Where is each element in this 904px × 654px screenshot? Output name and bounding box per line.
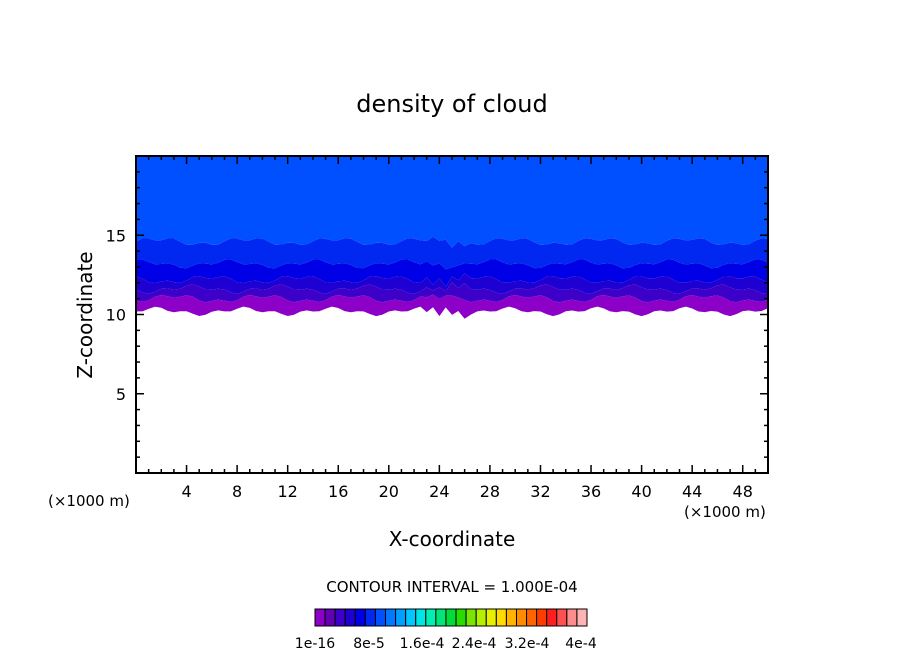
x-tick-label: 4 (181, 482, 191, 501)
colorbar-label: 3.2e-4 (505, 636, 550, 652)
x-tick-label: 20 (379, 482, 399, 501)
y-tick-label: 5 (116, 385, 126, 404)
x-tick-label: 48 (733, 482, 753, 501)
y-tick-label: 10 (106, 306, 126, 325)
colorbar-swatch (576, 608, 588, 627)
colorbar-swatch (415, 608, 427, 627)
y-axis-label: Z-coordinate (73, 251, 97, 378)
cloud-layer-0 (136, 156, 768, 248)
colorbar-label: 4e-4 (565, 636, 597, 652)
x-axis-label: X-coordinate (389, 527, 516, 551)
colorbar (314, 608, 588, 627)
x-unit-left: (×1000 m) (48, 492, 130, 510)
x-tick-label: 12 (278, 482, 298, 501)
x-tick-label: 28 (480, 482, 500, 501)
colorbar-swatch (324, 608, 336, 627)
colorbar-label: 8e-5 (353, 636, 384, 652)
colorbar-swatch (556, 608, 568, 627)
colorbar-swatch (395, 608, 407, 627)
colorbar-swatch (445, 608, 457, 627)
plot-area (136, 156, 768, 319)
x-tick-label: 8 (232, 482, 242, 501)
x-tick-label: 44 (682, 482, 702, 501)
colorbar-label: 2.4e-4 (452, 636, 497, 652)
cloud-layer-4 (136, 282, 768, 303)
chart-title: density of cloud (356, 90, 547, 118)
colorbar-labels: 1e-16 8e-5 1.6e-4 2.4e-4 3.2e-4 4e-4 (295, 636, 597, 652)
colorbar-swatch (485, 608, 497, 627)
colorbar-swatch (314, 608, 326, 627)
colorbar-swatch (566, 608, 578, 627)
y-tick-label: 15 (106, 226, 126, 245)
cloud-layer-5 (136, 294, 768, 319)
colorbar-swatch (455, 608, 467, 627)
x-tick-label: 36 (581, 482, 601, 501)
colorbar-swatch (364, 608, 376, 627)
colorbar-swatch (546, 608, 558, 627)
colorbar-label: 1.6e-4 (400, 636, 445, 652)
x-tick-label: 40 (631, 482, 651, 501)
cloud-layer-2 (136, 259, 768, 287)
colorbar-swatch (475, 608, 487, 627)
x-unit-right: (×1000 m) (684, 503, 766, 521)
colorbar-swatch (536, 608, 548, 627)
colorbar-swatch (354, 608, 366, 627)
colorbar-swatch (385, 608, 397, 627)
x-tick-label: 24 (429, 482, 449, 501)
colorbar-swatch (374, 608, 387, 627)
colorbar-swatch (515, 608, 528, 627)
colorbar-swatch (495, 608, 507, 627)
colorbar-swatch (465, 608, 477, 627)
x-tick-label: 32 (530, 482, 550, 501)
colorbar-swatch (334, 608, 346, 627)
contour-interval-label: CONTOUR INTERVAL = 1.000E-04 (326, 578, 577, 596)
colorbar-swatch (505, 608, 517, 627)
colorbar-swatch (344, 608, 356, 627)
colorbar-swatch (405, 608, 417, 627)
colorbar-swatch (526, 608, 538, 627)
colorbar-swatch (435, 608, 447, 627)
cloud-layer-1 (136, 236, 768, 270)
colorbar-swatch (425, 608, 437, 627)
colorbar-label: 1e-16 (295, 636, 335, 652)
x-tick-label: 16 (328, 482, 348, 501)
